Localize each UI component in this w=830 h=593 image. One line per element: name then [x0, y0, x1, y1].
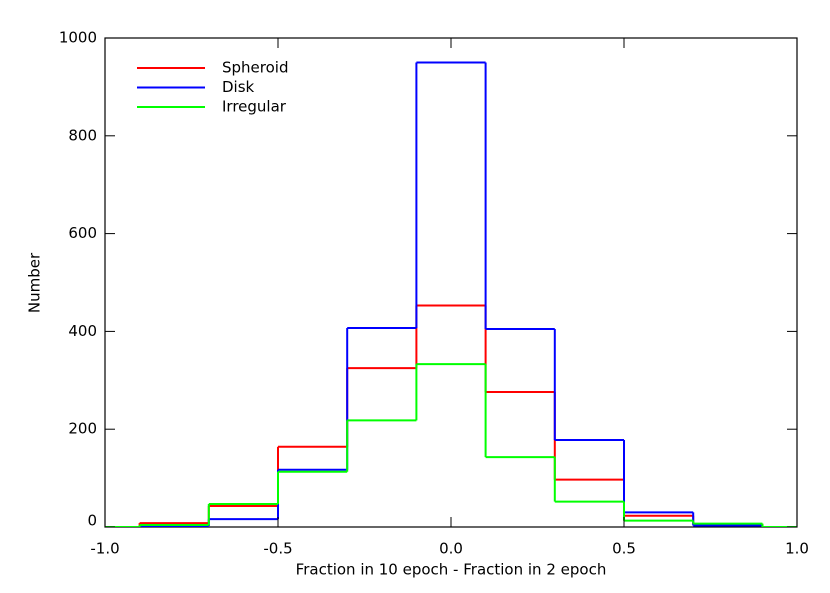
- y-tick-label: 800: [68, 126, 97, 144]
- x-tick-label: 0.0: [439, 540, 463, 558]
- y-tick-label: 0: [87, 512, 97, 530]
- x-tick-label: -0.5: [263, 540, 292, 558]
- series-layer: [105, 61, 797, 527]
- y-tick-label: 600: [68, 224, 97, 242]
- legend-label: Spheroid: [222, 59, 288, 77]
- x-tick-label: -1.0: [90, 540, 119, 558]
- legend-label: Disk: [222, 78, 255, 96]
- y-tick-label: 400: [68, 322, 97, 340]
- y-axis-label: Number: [26, 252, 44, 313]
- y-tick-label: 1000: [59, 29, 97, 47]
- x-tick-label: 0.5: [612, 540, 636, 558]
- legend-label: Irregular: [222, 98, 287, 116]
- plot-frame: [104, 37, 798, 528]
- x-tick-label: 1.0: [785, 540, 809, 558]
- y-tick-label: 200: [68, 420, 97, 438]
- x-axis-label: Fraction in 10 epoch - Fraction in 2 epo…: [296, 561, 607, 579]
